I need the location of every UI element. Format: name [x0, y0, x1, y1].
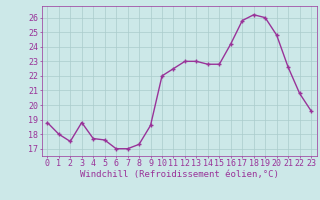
X-axis label: Windchill (Refroidissement éolien,°C): Windchill (Refroidissement éolien,°C)	[80, 170, 279, 179]
